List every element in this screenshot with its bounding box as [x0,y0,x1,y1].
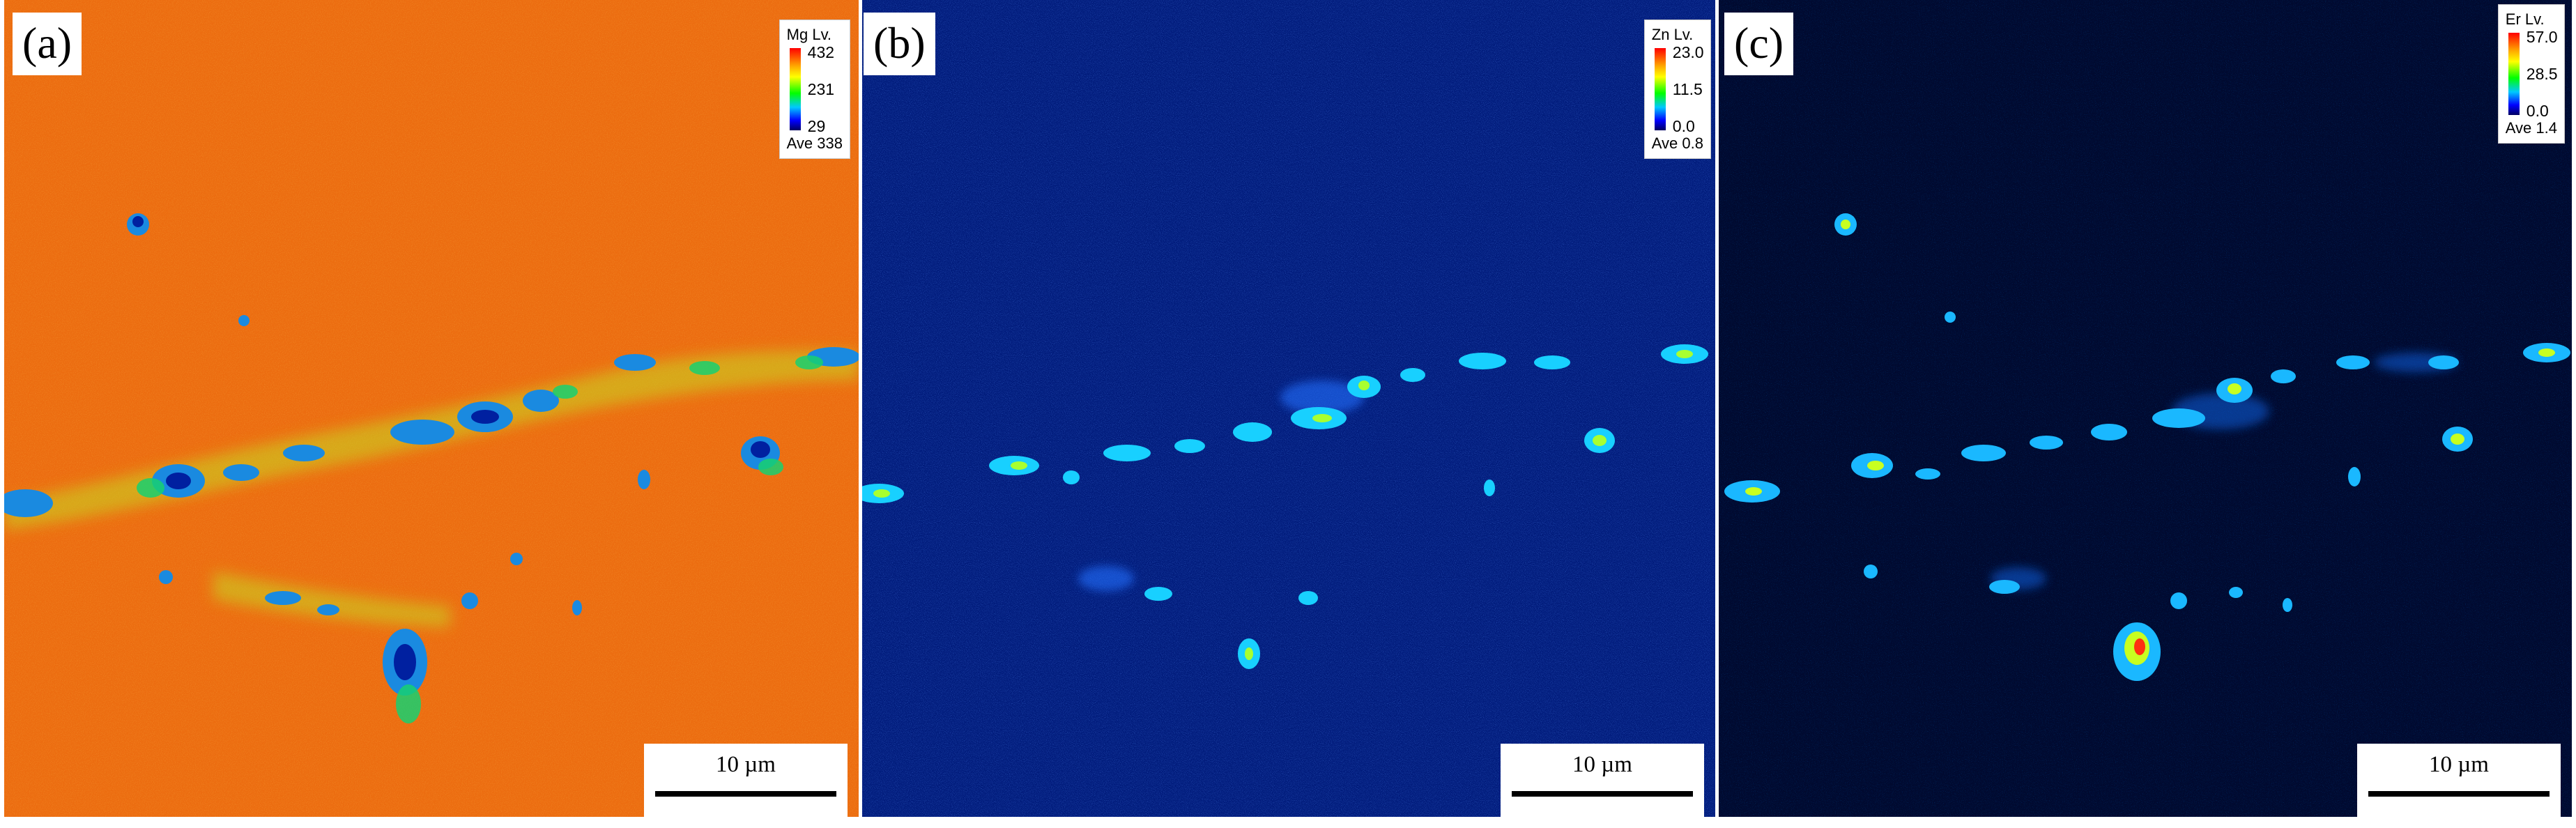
colorbar [1654,48,1666,130]
legend-min: 29 [807,117,826,135]
scale-bar: 10 µm [644,744,848,817]
mg-element-map [4,0,859,817]
scale-bar: 10 µm [1501,744,1704,817]
legend-title: Mg Lv. [786,26,832,43]
scale-bar: 10 µm [2357,744,2561,817]
legend-title: Er Lv. [2505,10,2545,28]
legend-mid: 28.5 [2526,65,2558,83]
panel-label: (a) [13,13,82,75]
legend-max: 23.0 [1672,43,1704,61]
legend-title: Zn Lv. [1651,26,1694,43]
panel-b: (b) Zn Lv. 23.0 11.5 0.0 Ave 0.8 10 µm [862,0,1715,817]
scale-label: 10 µm [1572,752,1632,777]
scale-line [655,791,836,797]
scale-line [2368,791,2550,797]
panel-c: (c) Er Lv. 57.0 28.5 0.0 Ave 1.4 10 µm [1719,0,2572,817]
legend-min: 0.0 [1672,117,1695,135]
panel-label: (c) [1724,13,1794,75]
legend-max: 432 [807,43,835,61]
colorbar [789,48,801,130]
color-legend: Mg Lv. 432 231 29 Ave 338 [779,20,850,159]
color-legend: Er Lv. 57.0 28.5 0.0 Ave 1.4 [2497,4,2565,144]
er-element-map [1719,0,2572,817]
panel-a: (a) Mg Lv. 432 231 29 Ave 338 10 µm [4,0,859,817]
legend-mid: 11.5 [1672,80,1703,98]
legend-average: Ave 1.4 [2505,119,2557,137]
legend-min: 0.0 [2526,102,2549,120]
legend-average: Ave 0.8 [1651,135,1703,152]
scale-label: 10 µm [716,752,776,777]
zn-element-map [862,0,1715,817]
scale-line [1512,791,1693,797]
legend-average: Ave 338 [786,135,843,152]
color-legend: Zn Lv. 23.0 11.5 0.0 Ave 0.8 [1643,20,1711,159]
panel-label: (b) [864,13,935,75]
legend-max: 57.0 [2526,28,2558,46]
colorbar [2508,33,2520,115]
legend-mid: 231 [807,80,835,98]
scale-label: 10 µm [2429,752,2489,777]
